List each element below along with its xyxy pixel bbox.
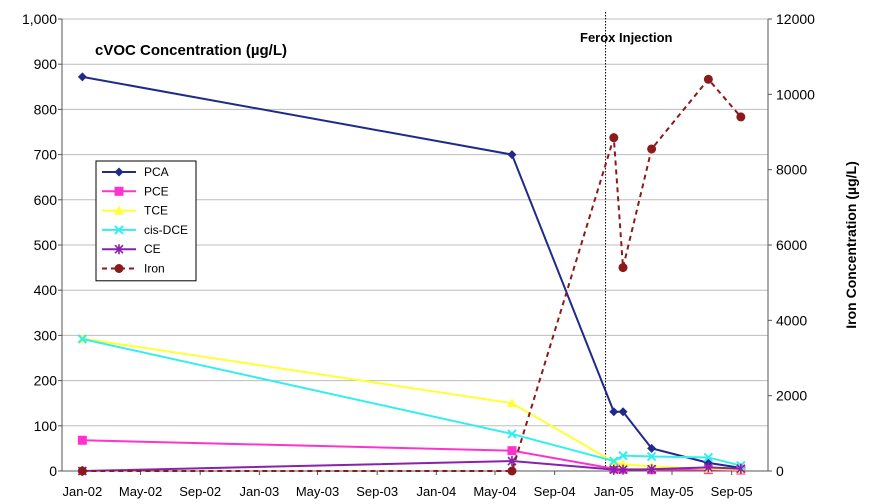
y-tick-label: 500: [34, 237, 58, 253]
y-tick-label: 800: [34, 101, 58, 117]
series-ce: [77, 456, 746, 476]
y-tick-label: 200: [34, 373, 58, 389]
y2-tick-label: 0: [776, 463, 784, 479]
data-point: [703, 462, 713, 473]
data-point: [77, 466, 87, 476]
x-tick-label: May-05: [650, 484, 693, 499]
label-layer: cVOC Concentration (µg/L) Ferox Injectio…: [95, 30, 859, 329]
y-tick-label: 1,000: [22, 11, 57, 27]
data-point: [114, 244, 124, 255]
y-tick-label: 700: [34, 147, 58, 163]
series-tce: [77, 333, 746, 474]
x-tick-label: Jan-02: [62, 484, 102, 499]
data-point: [646, 451, 657, 462]
data-point: [609, 456, 619, 466]
y-tick-label: 100: [34, 418, 58, 434]
y2-tick-label: 4000: [776, 312, 807, 328]
y-tick-label: 600: [34, 192, 58, 208]
y-tick-label: 300: [34, 327, 58, 343]
x-tick-label: Sep-02: [179, 484, 221, 499]
x-tick-label: Sep-03: [356, 484, 398, 499]
data-point: [647, 443, 657, 453]
data-point: [618, 263, 628, 273]
data-point: [507, 429, 517, 439]
data-point: [114, 264, 124, 273]
x-tick-label: Jan-03: [239, 484, 279, 499]
y-tick-label: 900: [34, 56, 58, 72]
x-tick-label: Jan-04: [416, 484, 456, 499]
data-point: [618, 464, 628, 475]
legend-label: TCE: [144, 204, 168, 218]
data-point: [736, 112, 746, 122]
series-iron: [77, 74, 746, 476]
data-point: [647, 464, 657, 475]
data-point: [736, 463, 746, 474]
x-tick-label: Jan-05: [594, 484, 634, 499]
x-tick-label: May-03: [296, 484, 339, 499]
data-point: [618, 459, 629, 469]
data-point: [507, 456, 517, 467]
data-point: [647, 144, 657, 154]
legend-label: CE: [144, 242, 161, 256]
series-line: [82, 337, 741, 471]
y2-tick-label: 8000: [776, 162, 807, 178]
data-point: [114, 225, 124, 235]
ferox-injection-annotation: Ferox Injection: [580, 30, 673, 45]
data-point: [703, 74, 713, 84]
legend-label: PCE: [144, 184, 169, 198]
y2-tick-label: 2000: [776, 388, 807, 404]
x-tick-label: May-04: [473, 484, 516, 499]
legend-label: Iron: [144, 262, 165, 276]
series-cis-dce: [77, 334, 746, 471]
data-point: [609, 133, 619, 143]
data-point: [77, 72, 87, 82]
y-tick-label: 0: [49, 463, 57, 479]
data-point: [507, 150, 517, 160]
y2-tick-label: 10000: [776, 86, 815, 102]
x-tick-label: Sep-05: [711, 484, 753, 499]
series-layer: [77, 72, 746, 476]
data-point: [114, 167, 124, 177]
legend-label: cis-DCE: [144, 223, 188, 237]
y-tick-label: 400: [34, 282, 58, 298]
x-tick-label: May-02: [119, 484, 162, 499]
data-point: [77, 435, 87, 445]
data-point: [114, 186, 124, 196]
data-point: [618, 407, 628, 417]
data-point: [506, 398, 517, 408]
y2-tick-label: 6000: [776, 237, 807, 253]
legend: PCA PCE TCE cis-DCE CE Iron: [95, 160, 197, 282]
data-point: [703, 452, 714, 463]
legend-box: [95, 160, 197, 282]
data-point: [609, 464, 619, 475]
x-tick-label: Sep-04: [534, 484, 576, 499]
data-point: [618, 450, 628, 461]
y2-axis-label: Iron Concentration (µg/L): [843, 161, 859, 329]
data-point: [609, 407, 619, 417]
legend-label: PCA: [144, 165, 169, 179]
data-point: [507, 466, 517, 476]
data-point: [77, 334, 88, 344]
series-line: [82, 338, 742, 467]
y2-tick-label: 12000: [776, 11, 815, 27]
data-point: [507, 446, 517, 456]
data-point: [114, 205, 124, 215]
axis-layer: 0 100 200 300 400 500 600 700 800 900 1,000 0 2000 40…: [22, 11, 815, 499]
chart-title: cVOC Concentration (µg/L): [95, 42, 287, 59]
